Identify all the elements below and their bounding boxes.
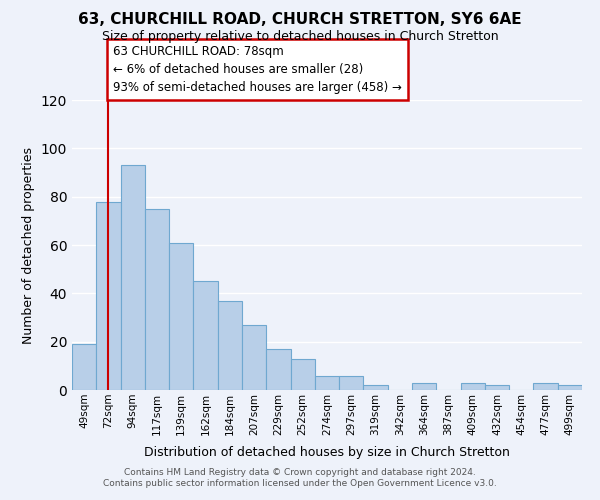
Bar — [121, 166, 145, 390]
Bar — [485, 385, 509, 390]
Bar — [145, 209, 169, 390]
Bar — [72, 344, 96, 390]
Bar — [169, 242, 193, 390]
Bar — [461, 383, 485, 390]
Bar — [339, 376, 364, 390]
Bar — [558, 385, 582, 390]
Bar — [364, 385, 388, 390]
Text: Contains HM Land Registry data © Crown copyright and database right 2024.
Contai: Contains HM Land Registry data © Crown c… — [103, 468, 497, 487]
Bar — [533, 383, 558, 390]
Bar — [193, 281, 218, 390]
Bar — [315, 376, 339, 390]
X-axis label: Distribution of detached houses by size in Church Stretton: Distribution of detached houses by size … — [144, 446, 510, 459]
Bar — [290, 358, 315, 390]
Text: 63 CHURCHILL ROAD: 78sqm
← 6% of detached houses are smaller (28)
93% of semi-de: 63 CHURCHILL ROAD: 78sqm ← 6% of detache… — [113, 45, 401, 94]
Bar — [412, 383, 436, 390]
Bar — [218, 300, 242, 390]
Bar — [266, 349, 290, 390]
Text: 63, CHURCHILL ROAD, CHURCH STRETTON, SY6 6AE: 63, CHURCHILL ROAD, CHURCH STRETTON, SY6… — [78, 12, 522, 28]
Bar — [242, 325, 266, 390]
Bar — [96, 202, 121, 390]
Y-axis label: Number of detached properties: Number of detached properties — [22, 146, 35, 344]
Text: Size of property relative to detached houses in Church Stretton: Size of property relative to detached ho… — [101, 30, 499, 43]
